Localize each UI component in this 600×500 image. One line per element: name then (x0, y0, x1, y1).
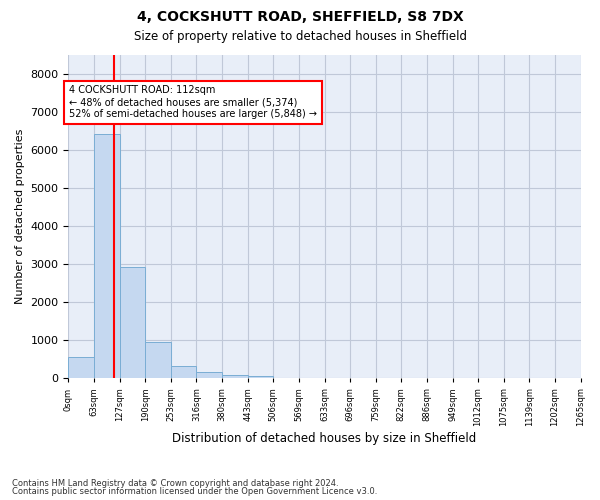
Text: 4, COCKSHUTT ROAD, SHEFFIELD, S8 7DX: 4, COCKSHUTT ROAD, SHEFFIELD, S8 7DX (137, 10, 463, 24)
Bar (196, 372, 222, 378)
Bar (248, 376, 273, 378)
Bar (145, 342, 171, 378)
Bar (171, 366, 196, 378)
Text: Contains HM Land Registry data © Crown copyright and database right 2024.: Contains HM Land Registry data © Crown c… (12, 478, 338, 488)
Text: Contains public sector information licensed under the Open Government Licence v3: Contains public sector information licen… (12, 487, 377, 496)
Bar (120, 267, 145, 378)
Text: Size of property relative to detached houses in Sheffield: Size of property relative to detached ho… (133, 30, 467, 43)
Bar (222, 374, 248, 378)
Bar (68, 358, 94, 378)
X-axis label: Distribution of detached houses by size in Sheffield: Distribution of detached houses by size … (172, 432, 476, 445)
Text: 4 COCKSHUTT ROAD: 112sqm
← 48% of detached houses are smaller (5,374)
52% of sem: 4 COCKSHUTT ROAD: 112sqm ← 48% of detach… (69, 86, 317, 118)
Bar (94, 134, 120, 378)
Y-axis label: Number of detached properties: Number of detached properties (15, 129, 25, 304)
